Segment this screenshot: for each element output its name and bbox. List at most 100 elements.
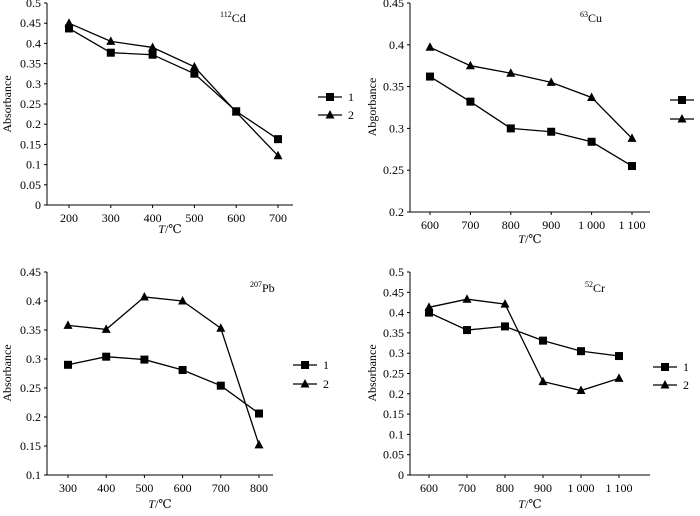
- legend-marker-1: [661, 363, 669, 371]
- y-tick-label: 0.45: [383, 285, 404, 299]
- series-1-point: [539, 336, 547, 345]
- y-tick-label: 0.25: [20, 381, 41, 395]
- series-2-point: [139, 291, 149, 301]
- element-symbol: Cu: [588, 11, 602, 25]
- series-1-point: [628, 162, 636, 171]
- series-2-point: [231, 107, 241, 116]
- series-2-point: [106, 36, 116, 45]
- x-tick-label: 700: [269, 211, 287, 225]
- series-2-point: [627, 133, 637, 142]
- series-1-point: [547, 127, 556, 136]
- y-axis-label: Abgorbance: [365, 78, 379, 137]
- y-tick-label: 0.3: [389, 346, 404, 360]
- x-tick-label: 700: [458, 481, 476, 495]
- series-1-point: [148, 50, 157, 59]
- y-tick-label: 0.35: [20, 57, 41, 71]
- x-tick-label: 600: [227, 211, 245, 225]
- x-tick-label: 1 000: [578, 218, 605, 232]
- x-tick-label: 900: [534, 481, 552, 495]
- series-2-point: [465, 60, 475, 70]
- legend-marker-1: [301, 361, 309, 369]
- series-1-point: [190, 69, 199, 78]
- x-tick-label: 900: [542, 218, 560, 232]
- x-axis-label-var: T: [518, 497, 526, 511]
- series-1-point: [102, 352, 111, 361]
- element-mass-number: 207: [250, 280, 262, 289]
- x-axis-label: T/℃: [148, 497, 171, 511]
- x-tick-label: 400: [97, 481, 115, 495]
- y-tick-label: 0.4: [26, 36, 41, 50]
- chart-panel-pb: 0.1 0.15 0.2 0.25 0.3 0.35 0.4 0.45 300 400 500 600…: [0, 265, 329, 511]
- y-tick-label: 0.3: [389, 121, 404, 135]
- element-symbol: Cd: [232, 11, 246, 25]
- x-tick-label: 700: [212, 481, 230, 495]
- legend-marker-1: [326, 93, 334, 101]
- x-tick-label: 600: [420, 481, 438, 495]
- element-symbol: Pb: [262, 281, 275, 295]
- series-2-line: [68, 22, 279, 157]
- y-tick-label: 0.3: [26, 77, 41, 91]
- series-1-point: [65, 24, 73, 33]
- series-1-point: [140, 355, 149, 364]
- x-axis-label-unit: /℃: [525, 232, 542, 246]
- series-2-line: [428, 298, 620, 392]
- x-tick-label: 1 100: [606, 481, 633, 495]
- y-tick-label: 0.25: [20, 97, 41, 111]
- series-1-point: [501, 322, 509, 331]
- y-tick-label: 0.15: [20, 439, 41, 453]
- series-2-point: [63, 320, 73, 329]
- series-1-point: [274, 135, 282, 144]
- series-2-point: [506, 68, 516, 77]
- y-tick-label: 0.1: [26, 468, 41, 482]
- y-tick-label: 0.4: [389, 306, 404, 320]
- legend-label-2: 2: [348, 108, 354, 122]
- x-axis-label-var: T: [148, 497, 156, 511]
- series-2-point: [178, 296, 188, 305]
- series-2-point: [576, 385, 586, 395]
- y-tick-label: 0.15: [20, 137, 41, 151]
- x-tick-label: 1 100: [619, 218, 646, 232]
- series-1-point: [506, 124, 515, 133]
- y-tick-label: 0.45: [20, 16, 41, 30]
- series-1-point: [106, 48, 115, 57]
- x-axis-label-unit: /℃: [525, 497, 542, 511]
- series-2-point: [462, 294, 472, 303]
- series-2-point: [273, 150, 283, 160]
- x-tick-label: 800: [250, 481, 268, 495]
- y-axis-label: Absorbance: [365, 344, 379, 401]
- x-axis-label: T/℃: [518, 497, 541, 511]
- series-1-point: [178, 366, 187, 375]
- legend-marker-1: [678, 96, 686, 104]
- x-tick-label: 800: [496, 481, 514, 495]
- legend-marker-2: [677, 114, 687, 123]
- element-mass-number: 52: [585, 280, 593, 289]
- chart-panel-cu: 0.2 0.25 0.3 0.35 0.4 0.45 600 700 800 900 1 000 1 …: [365, 0, 694, 246]
- series-1-line: [67, 356, 260, 415]
- y-tick-label: 0.2: [26, 410, 41, 424]
- y-tick-label: 0.5: [389, 265, 404, 279]
- series-1-point: [425, 308, 433, 317]
- y-tick-label: 0.05: [20, 178, 41, 192]
- series-1-point: [216, 381, 225, 390]
- element-label: 112Cd: [220, 10, 246, 25]
- y-axis-label: Absorbance: [0, 344, 14, 401]
- legend-marker-2: [660, 380, 670, 389]
- y-tick-label: 0.5: [26, 0, 41, 10]
- series-1-point: [426, 72, 434, 81]
- x-tick-label: 600: [421, 218, 439, 232]
- series-1-point: [587, 137, 596, 146]
- x-tick-label: 700: [461, 218, 479, 232]
- series-1-point: [255, 409, 263, 418]
- element-mass-number: 63: [580, 10, 588, 19]
- x-axis-label: T/℃: [158, 222, 181, 236]
- series-2-point: [254, 439, 264, 449]
- series-1-point: [466, 97, 475, 106]
- series-2-point: [425, 42, 435, 51]
- element-mass-number: 112: [220, 10, 232, 19]
- element-label: 63Cu: [580, 10, 602, 25]
- y-tick-label: 0.45: [383, 0, 404, 10]
- series-2-point: [587, 92, 597, 101]
- x-tick-label: 500: [185, 211, 203, 225]
- y-tick-label: 0.4: [26, 294, 41, 308]
